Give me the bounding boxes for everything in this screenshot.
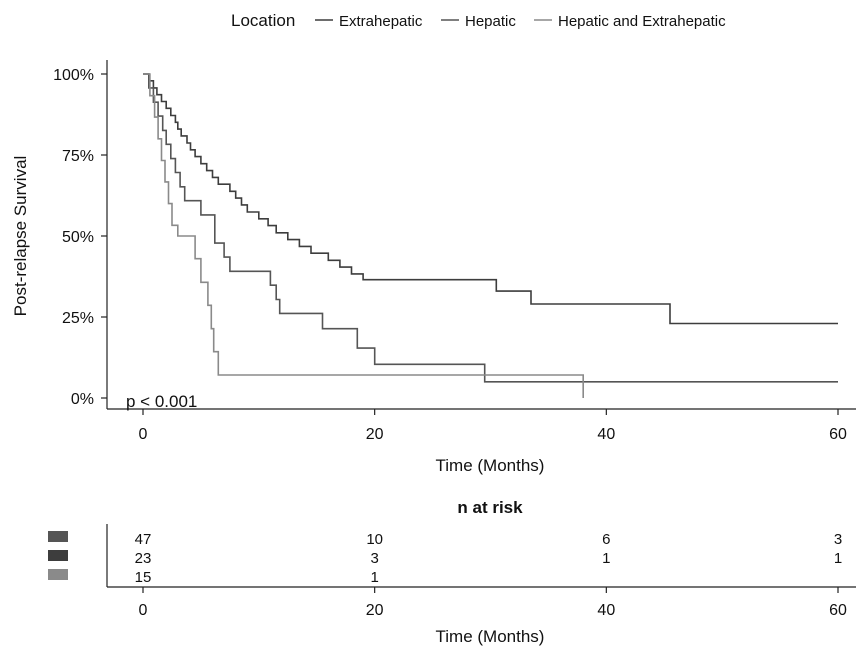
risk-count: 10: [366, 531, 383, 548]
y-tick-label: 100%: [53, 67, 94, 84]
risk-x-tick-label: 20: [366, 602, 384, 619]
risk-count: 6: [602, 531, 610, 548]
risk-x-tick-label: 60: [829, 602, 847, 619]
risk-table-title: n at risk: [457, 498, 523, 517]
legend-item-hepatic-and-extrahepatic: Hepatic and Extrahepatic: [534, 13, 726, 30]
risk-row-swatch: [48, 569, 68, 580]
legend-title: Location: [231, 11, 295, 30]
risk-table: n at risk 47 10 6 3 23 3 1 1 15 1 0 20 40 60 Time (M…: [48, 498, 856, 646]
risk-count: 3: [370, 550, 378, 567]
risk-x-tick-label: 0: [139, 602, 148, 619]
legend-item-extrahepatic: Extrahepatic: [315, 13, 423, 30]
x-tick-label: 40: [597, 426, 615, 443]
plot-area: 0% 25% 50% 75% 100% 0 20 40 60 p < 0.001 Post-r…: [11, 60, 856, 475]
survival-curves: [143, 73, 838, 398]
risk-table-rows: 47 10 6 3 23 3 1 1 15 1: [48, 531, 842, 586]
y-axis-label: Post-relapse Survival: [11, 156, 30, 317]
legend-label-extrahepatic: Extrahepatic: [339, 13, 423, 30]
risk-row-swatch: [48, 550, 68, 561]
risk-count: 1: [834, 550, 842, 567]
x-tick-label: 20: [366, 426, 384, 443]
y-ticks: 0% 25% 50% 75% 100%: [53, 67, 107, 408]
y-tick-label: 75%: [62, 148, 94, 165]
curve-hepatic: [143, 73, 838, 383]
risk-count: 47: [135, 531, 152, 548]
risk-count: 1: [602, 550, 610, 567]
x-axis-label: Time (Months): [436, 456, 545, 475]
risk-table-x-ticks: 0 20 40 60: [139, 587, 847, 619]
risk-count: 1: [370, 569, 378, 586]
risk-count: 3: [834, 531, 842, 548]
risk-table-x-axis-label: Time (Months): [436, 627, 545, 646]
y-tick-label: 0%: [71, 391, 94, 408]
legend-label-hepatic-and-extrahepatic: Hepatic and Extrahepatic: [558, 13, 726, 30]
x-ticks: 0 20 40 60: [139, 409, 847, 443]
risk-count: 23: [135, 550, 152, 567]
p-value-annotation: p < 0.001: [126, 392, 197, 411]
y-tick-label: 25%: [62, 310, 94, 327]
curve-hepatic-and-extrahepatic: [143, 73, 584, 398]
legend-item-hepatic: Hepatic: [441, 13, 516, 30]
x-tick-label: 0: [139, 426, 148, 443]
risk-row-swatch: [48, 531, 68, 542]
risk-x-tick-label: 40: [597, 602, 615, 619]
x-tick-label: 60: [829, 426, 847, 443]
legend: Location Extrahepatic Hepatic Hepatic an…: [231, 11, 726, 30]
legend-label-hepatic: Hepatic: [465, 13, 516, 30]
curve-extrahepatic: [143, 73, 838, 325]
y-tick-label: 50%: [62, 229, 94, 246]
risk-count: 15: [135, 569, 152, 586]
